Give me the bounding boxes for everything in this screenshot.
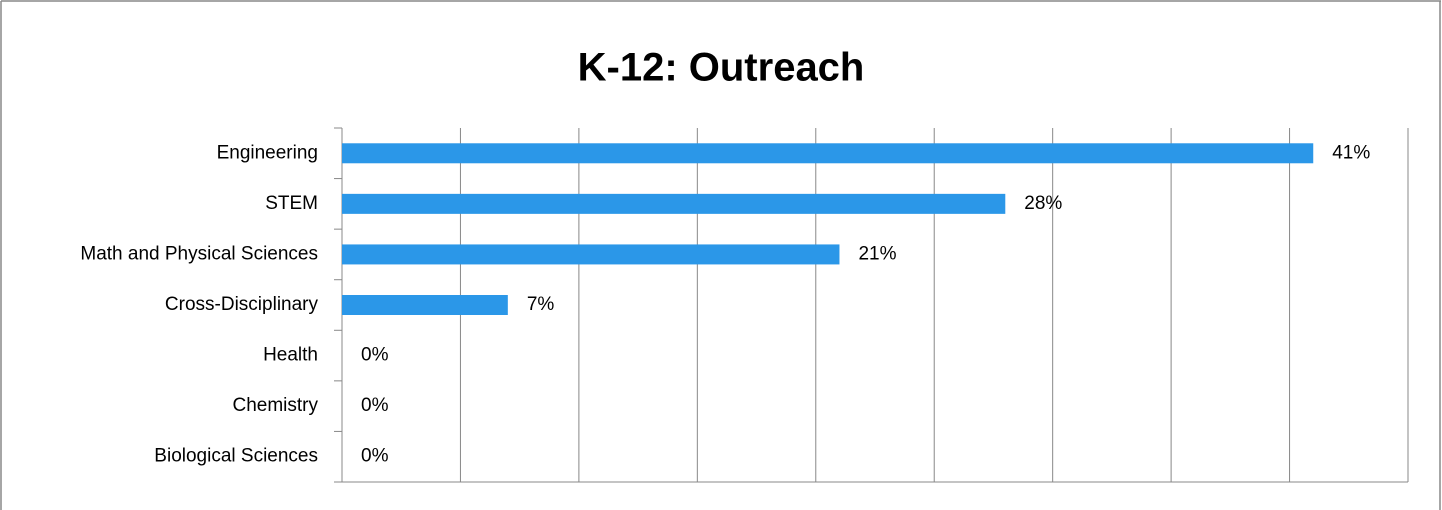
data-label: 28% [1024,193,1062,214]
y-tick-label: Engineering [217,142,318,163]
y-tick-label: Math and Physical Sciences [80,243,318,264]
bar [342,193,1006,214]
y-tick-label: STEM [265,193,318,214]
y-tick-label: Cross-Disciplinary [165,294,319,315]
data-label: 0% [361,446,389,467]
data-label: 21% [858,243,896,264]
bar [342,295,508,315]
data-label: 0% [361,395,389,416]
data-label: 0% [361,345,389,366]
data-label: 7% [527,294,555,315]
bar [342,244,840,265]
chart-title: K-12: Outreach [578,46,865,90]
y-tick-label: Biological Sciences [154,446,318,467]
y-tick-label: Health [263,345,318,366]
y-tick-label: Chemistry [232,395,318,416]
bar [342,143,1314,164]
data-label: 41% [1332,142,1370,163]
